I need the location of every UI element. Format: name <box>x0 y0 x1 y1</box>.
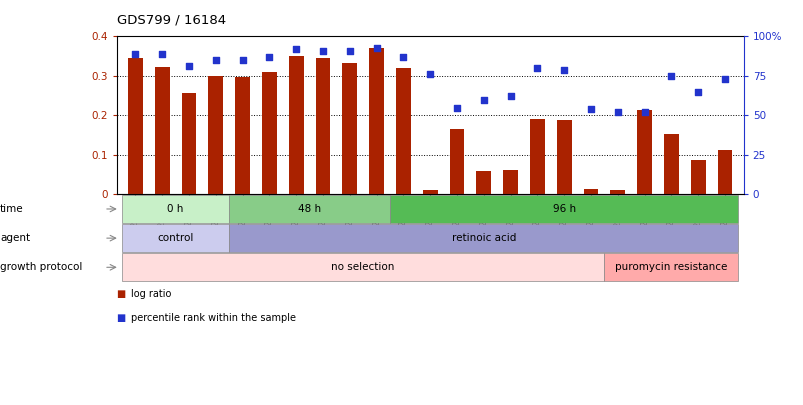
Text: growth protocol: growth protocol <box>0 262 82 272</box>
Text: ■: ■ <box>116 313 126 323</box>
Point <box>343 47 356 54</box>
Bar <box>342 63 357 194</box>
Point <box>584 106 597 112</box>
Point <box>182 63 195 70</box>
Bar <box>122 253 604 281</box>
Bar <box>449 129 464 194</box>
Text: 48 h: 48 h <box>298 204 320 214</box>
Point <box>530 65 543 71</box>
Point <box>557 66 570 73</box>
Bar <box>235 77 250 194</box>
Point <box>316 47 329 54</box>
Point <box>691 88 703 95</box>
Text: log ratio: log ratio <box>131 289 171 299</box>
Bar <box>663 134 678 194</box>
Text: retinoic acid: retinoic acid <box>451 233 516 243</box>
Bar <box>262 72 276 194</box>
Point <box>397 54 410 60</box>
Point <box>718 76 731 82</box>
Point <box>638 109 650 115</box>
Bar <box>422 190 437 194</box>
Bar <box>122 224 229 252</box>
Bar <box>229 195 389 223</box>
Bar <box>369 48 384 194</box>
Point <box>209 57 222 63</box>
Text: control: control <box>157 233 194 243</box>
Text: 96 h: 96 h <box>552 204 575 214</box>
Text: 0 h: 0 h <box>167 204 184 214</box>
Bar <box>154 67 169 194</box>
Text: no selection: no selection <box>331 262 394 272</box>
Bar <box>583 189 597 194</box>
Text: ■: ■ <box>116 289 126 299</box>
Point <box>263 54 275 60</box>
Text: time: time <box>0 204 23 214</box>
Bar <box>229 224 737 252</box>
Bar <box>609 190 625 194</box>
Bar <box>717 150 732 194</box>
Text: agent: agent <box>0 233 30 243</box>
Bar <box>604 253 737 281</box>
Bar <box>128 58 143 194</box>
Point <box>664 73 677 79</box>
Point <box>236 57 249 63</box>
Bar <box>389 195 737 223</box>
Point <box>156 51 169 57</box>
Point <box>610 109 623 115</box>
Point <box>423 71 436 78</box>
Bar <box>503 170 517 194</box>
Point <box>450 104 463 111</box>
Bar <box>208 76 223 194</box>
Bar <box>476 171 491 194</box>
Point <box>128 51 141 57</box>
Bar <box>529 119 544 194</box>
Bar <box>288 56 304 194</box>
Bar <box>637 110 651 194</box>
Bar <box>556 120 571 194</box>
Point <box>477 96 490 103</box>
Text: GDS799 / 16184: GDS799 / 16184 <box>116 13 226 26</box>
Bar <box>122 195 229 223</box>
Point <box>503 93 516 100</box>
Bar <box>181 93 196 194</box>
Bar <box>316 58 330 194</box>
Text: percentile rank within the sample: percentile rank within the sample <box>131 313 296 323</box>
Point <box>369 44 382 51</box>
Text: puromycin resistance: puromycin resistance <box>614 262 727 272</box>
Bar <box>690 160 705 194</box>
Point <box>289 46 302 52</box>
Bar <box>396 68 410 194</box>
